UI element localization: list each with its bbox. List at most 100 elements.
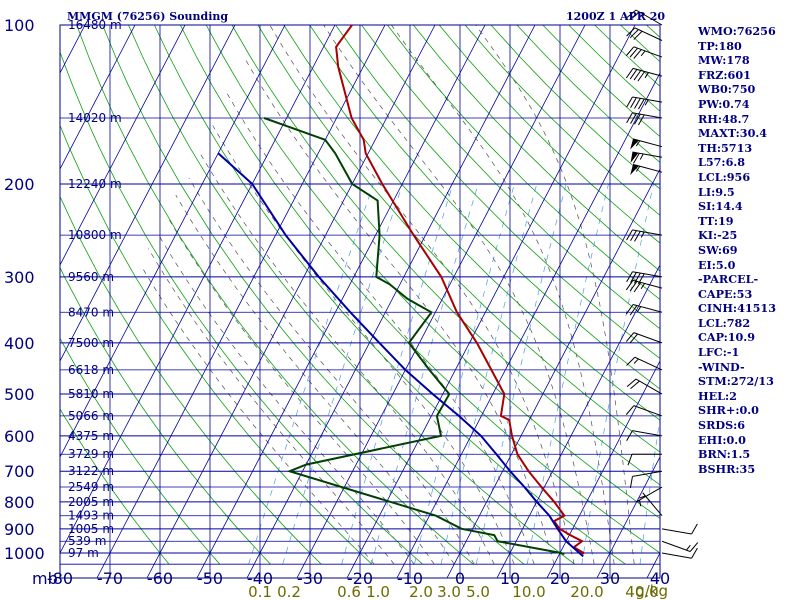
index-item: -PARCEL- (698, 272, 759, 287)
mixing-ratio-label: 5.0 (466, 583, 490, 600)
temperature-tick-label: 0 (455, 569, 465, 588)
wind-barb-full (626, 378, 637, 387)
pressure-tick-label: 600 (4, 427, 35, 446)
mixing-ratio-line (639, 416, 660, 565)
index-item: FRZ:601 (698, 67, 751, 82)
wind-barb-full (626, 229, 633, 241)
index-item: MAXT:30.4 (698, 126, 768, 141)
temperature-tick-label: -40 (247, 569, 273, 588)
dry-adiabat (231, 25, 660, 486)
wind-barb-full (625, 405, 635, 415)
wind-barb-full (630, 272, 637, 283)
mixing-ratio-label: 0.2 (277, 583, 301, 600)
wind-barb-shaft (634, 356, 663, 371)
pressure-tick-label: 400 (4, 334, 35, 353)
dry-adiabat (386, 25, 660, 301)
wind-barb-full (626, 430, 633, 442)
isotherm (60, 25, 236, 362)
index-item: LCL:956 (698, 169, 751, 184)
wind-barb (625, 46, 663, 59)
mixing-ratio-line (248, 183, 374, 565)
wind-barb (639, 492, 663, 517)
moist-adiabat (226, 93, 535, 565)
wind-barb-shaft (632, 279, 663, 289)
wind-barb-full (634, 231, 641, 242)
height-label: 10800 m (68, 228, 122, 242)
mixing-ratio-line (414, 183, 515, 565)
wind-barb-shaft (632, 470, 663, 477)
mixing-ratio-line (526, 183, 609, 565)
mixing-ratio-label: 0.6 (337, 583, 361, 600)
chart-title: MMGM (76256) Sounding (67, 10, 228, 23)
wind-barb (625, 332, 663, 344)
wind-barb-shaft (635, 9, 663, 26)
sounding-series (217, 25, 586, 558)
wind-barb-full (626, 27, 636, 37)
wind-barb-full (626, 271, 633, 283)
wind-barb-full (634, 272, 641, 284)
wind-barb-half (644, 99, 649, 106)
temperature-tick-label: 20 (550, 569, 570, 588)
wind-barb (626, 96, 663, 110)
wind-barb (626, 378, 663, 395)
temperature-tick-label: -20 (347, 569, 373, 588)
wind-barb-shaft (632, 271, 663, 278)
wind-barb-full (627, 454, 633, 466)
index-item: LI:9.5 (698, 184, 735, 199)
pressure-unit-label: mb (32, 569, 58, 588)
isotherm (446, 168, 660, 578)
isotherm (546, 360, 660, 578)
wind-barb-full (625, 304, 634, 315)
pressure-tick-label: 900 (4, 520, 35, 539)
wind-barb (627, 453, 662, 466)
isotherm (60, 25, 336, 554)
mixing-ratio-label: 2.0 (409, 583, 433, 600)
index-item: EHI:0.0 (698, 432, 746, 447)
index-item: WB0:750 (698, 82, 756, 97)
wind-barb-full (630, 113, 637, 124)
temperature-tick-label: -30 (297, 569, 323, 588)
isotherm (296, 25, 586, 578)
dry-adiabat (128, 25, 575, 565)
height-label: 97 m (68, 546, 99, 560)
isotherm (246, 25, 536, 578)
wind-barb-full (637, 71, 646, 82)
wind-barb-full (633, 30, 643, 40)
wind-barb-half (636, 306, 642, 313)
dry-adiabat (438, 25, 660, 244)
index-item: MW:178 (698, 53, 750, 68)
index-item: CAP:10.9 (698, 330, 755, 345)
dry-adiabat (60, 266, 271, 565)
wind-barb-full (629, 333, 638, 344)
height-label: 1493 m (68, 509, 114, 523)
index-item: RH:48.7 (698, 111, 750, 126)
wind-barb-full (637, 98, 645, 110)
wind-barb (630, 163, 663, 176)
index-item: -WIND- (698, 359, 745, 374)
wind-barb-full (625, 68, 634, 79)
wind-barb-half (639, 153, 644, 160)
isotherm (60, 25, 186, 266)
wind-barb-full (634, 113, 641, 125)
wind-barb-half (640, 50, 646, 57)
wind-barb-full (633, 70, 642, 81)
dry-adiabat (60, 408, 170, 565)
wind-barb-shaft (632, 112, 663, 119)
index-item: PW:0.74 (698, 96, 750, 111)
mixing-ratio-label: 40.0 (625, 583, 658, 600)
wind-barb (630, 138, 663, 150)
dry-adiabat (60, 124, 373, 565)
temperature-tick-label: 30 (600, 569, 620, 588)
wind-barb (661, 523, 698, 535)
dry-adiabat (309, 25, 660, 390)
wind-barb (626, 229, 663, 242)
pressure-tick-label: 100 (4, 16, 35, 35)
wind-barb-half (638, 499, 642, 507)
wind-barb-half (635, 140, 641, 147)
index-item: LCL:782 (698, 315, 751, 330)
moist-adiabat (323, 25, 595, 565)
wind-barb-full (634, 98, 641, 109)
dry-adiabat (516, 25, 660, 163)
height-label: 6618 m (68, 363, 114, 377)
